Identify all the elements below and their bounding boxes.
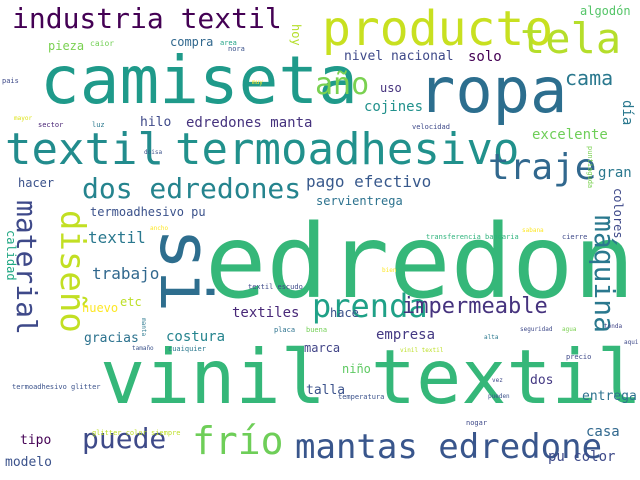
word-60: caior [90,39,115,48]
word-8: textil [5,124,164,175]
word-3: camiseta [40,42,358,119]
word-50: dos [530,373,554,388]
word-64: sector [38,121,64,129]
word-62: nora [228,45,245,53]
word-28: hacer [18,176,55,190]
word-35: gran [598,165,632,181]
word-32: uso [380,81,402,95]
word-71: cierre [562,233,588,241]
word-68: velocidad [412,123,450,131]
word-41: empresa [376,327,436,343]
word-30: nivel nacional [344,49,454,64]
word-37: día [619,100,635,126]
word-69: sabana [522,227,544,234]
word-27: trabajo [92,264,160,283]
word-25: termoadhesivo pu [90,205,206,219]
word-51: entrega [582,389,637,404]
word-55: modelo [5,455,52,470]
word-89: aqui [624,339,639,346]
word-86: agua [562,326,577,333]
word-48: niño [342,362,371,376]
word-12: dos edredones [82,172,302,205]
word-70: transferencia bancaria [426,233,519,241]
word-44: nuevo [82,301,119,315]
word-21: impermeable [402,294,548,319]
word-74: placa [274,326,296,334]
word-87: tonda [604,323,623,330]
word-15: frío [192,419,284,463]
word-46: hace [330,306,359,320]
word-63: pais [2,77,19,85]
word-57: hoy [289,24,303,46]
word-36: servientrega [316,194,403,208]
word-94: muy [252,79,263,86]
word-82: pueden [488,393,510,400]
word-38: colores [611,188,625,239]
word-92: ancho [150,225,169,232]
word-76: tamaño [132,345,154,352]
word-43: gracias [84,331,139,346]
word-75: buena [306,326,328,334]
word-88: alta [484,334,499,341]
word-93: puntiaguda [586,146,594,189]
word-56: compra [170,35,214,49]
word-13: traje [488,147,597,188]
word-81: nogar [466,419,488,427]
word-26: textil [88,228,146,247]
word-79: glitter color siempre [92,429,181,437]
word-4: ropa [418,54,568,127]
word-5: producto [322,1,554,57]
word-7: termoadhesivo [175,124,520,175]
word-49: talla [306,383,346,398]
word-19: máquina [588,215,621,334]
word-59: algodón [580,4,631,18]
word-34: excelente [532,127,608,143]
word-6: si [144,228,226,313]
word-54: tipo [20,433,52,448]
word-47: marca [304,341,341,355]
word-11: mantas edredone [295,427,603,467]
word-52: casa [586,424,620,440]
word-23: pago efectivo [306,172,432,191]
word-67: doisa [144,149,163,156]
word-29: hilo [140,115,172,130]
word-18: material [10,200,43,335]
word-85: seguridad [520,326,553,333]
word-84: vinil textil [400,347,444,354]
word-10: industria textil [12,2,282,35]
word-91: vez [492,377,503,384]
word-65: mayor [14,115,33,122]
word-1: edredone [205,203,640,322]
word-72: textil escudo [248,283,303,291]
word-42: costura [166,329,226,345]
word-53: pu color [548,449,616,465]
word-39: calidad [4,230,18,281]
word-61: area [220,39,237,47]
word-90: manta [140,318,147,337]
word-24: edredones manta [186,115,313,131]
word-80: temperatura [338,393,385,401]
word-78: termoadhesivo glitter [12,383,101,391]
word-73: bien [382,267,397,274]
word-83: precio [566,353,592,361]
word-22: cama [565,66,614,90]
word-2: vinil textil [100,333,640,421]
word-20: año [315,67,370,102]
word-16: prenda [312,287,428,325]
word-45: etc [120,295,142,309]
word-40: textiles [232,305,300,321]
word-77: cuaiquier [168,345,206,353]
word-33: cojines [364,99,424,115]
word-9: tela [520,14,622,63]
word-58: pieza [48,39,85,53]
word-31: solo [468,49,502,65]
word-14: diseño [52,210,92,333]
word-17: puede [82,422,167,455]
word-66: luz [92,121,105,129]
